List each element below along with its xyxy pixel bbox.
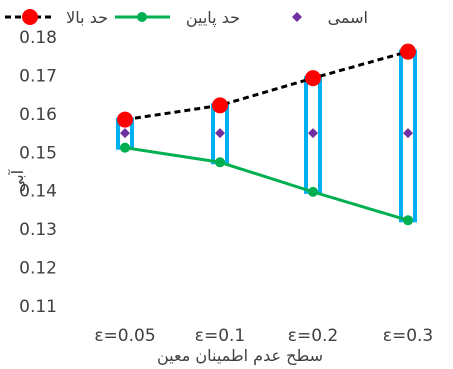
upper-bound-point [305,70,321,87]
lower-bound-point [403,215,413,226]
legend-marker-upper [22,9,38,25]
nominal-point [403,128,413,139]
x-tick-label: ε=0.3 [383,326,433,346]
y-tick-label: 0.16 [19,105,57,125]
y-axis-title: آبی‌ [8,168,27,192]
legend-label-lower: حد پایین [186,8,240,28]
series-lines [124,50,409,222]
x-tick-label: ε=0.05 [94,326,155,346]
upper-bound-point [400,43,416,60]
legend-marker-lower [137,12,147,22]
nominal-point [308,128,318,139]
y-tick-label: 0.12 [19,259,57,279]
legend-label-upper: حد بالا [66,8,108,27]
upper-bound-point [117,111,133,128]
legend-marker-nominal [292,12,302,22]
x-tick-label: ε=0.1 [195,326,245,346]
range-bars [116,49,417,223]
y-tick-label: 0.17 [19,66,57,86]
x-axis-title: سطح عدم اطمینان معین [157,346,323,366]
nominal-point [215,128,225,139]
y-tick-label: 0.18 [19,28,57,48]
y-tick-label: 0.14 [19,182,57,202]
legend: حد بالا حد پایین اسمی [5,8,368,28]
lower-bound-point [308,186,318,197]
upper-bound-line [124,50,409,122]
lower-bound-point [120,142,130,153]
legend-label-nominal: اسمی [328,8,368,27]
series-markers [117,43,416,226]
lower-bound-line [124,146,409,222]
y-tick-label: 0.15 [19,143,57,163]
y-axis-ticks: 0.11 0.12 0.13 0.14 0.15 0.16 0.17 0.18 [19,28,57,317]
upper-bound-point [212,97,228,114]
x-tick-label: ε=0.2 [288,326,338,346]
nominal-point [120,128,130,139]
x-axis-ticks: ε=0.05 ε=0.1 ε=0.2 ε=0.3 [94,326,433,346]
lower-bound-point [215,157,225,168]
y-tick-label: 0.11 [19,297,57,317]
y-tick-label: 0.13 [19,220,57,240]
